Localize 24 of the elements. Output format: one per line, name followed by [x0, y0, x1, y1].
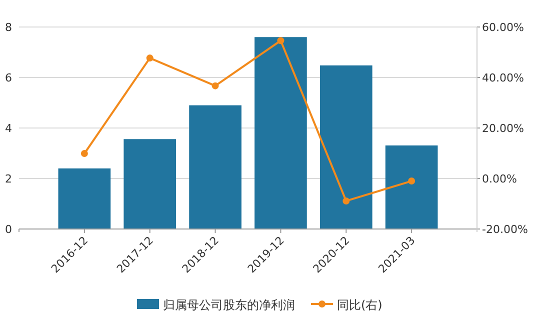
y-tick-label: 8: [5, 21, 12, 34]
y2-tick-label: 20.00%: [482, 122, 524, 135]
legend-label: 归属母公司股东的净利润: [163, 298, 295, 312]
point: [212, 82, 219, 90]
legend-label: 同比(右): [337, 298, 382, 312]
y-tick-label: 4: [5, 122, 12, 135]
bar: [385, 145, 438, 229]
point: [408, 178, 416, 185]
bar: [320, 65, 372, 229]
bar: [254, 37, 307, 229]
point: [146, 54, 154, 62]
bar: [189, 105, 242, 229]
y-tick-label: 6: [5, 72, 12, 84]
bar: [58, 168, 111, 229]
y2-tick-label: 0.00%: [482, 172, 517, 186]
point: [342, 197, 350, 204]
y-tick-label: 0: [5, 223, 12, 236]
point: [80, 150, 88, 158]
y-tick-label: 2: [5, 172, 12, 186]
y2-tick-label: 60.00%: [482, 21, 524, 34]
point: [277, 37, 284, 44]
bar: [124, 139, 176, 229]
y2-tick-label: -20.00%: [482, 223, 528, 236]
y2-tick-label: 40.00%: [482, 72, 524, 84]
